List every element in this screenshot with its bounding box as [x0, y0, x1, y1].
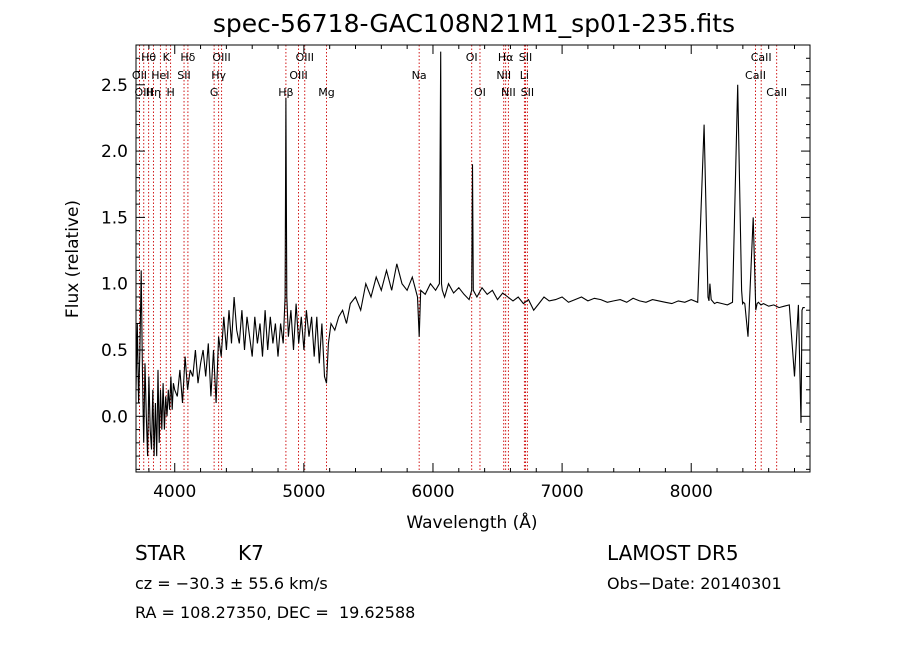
line-label-OIII: OIII — [296, 51, 314, 64]
line-label-SII: SII — [519, 51, 532, 64]
x-tick-label: 4000 — [153, 482, 196, 502]
line-label-Hδ: Hδ — [180, 51, 195, 64]
y-axis: 0.0 0.5 1.0 1.5 2.0 2.5 — [101, 57, 810, 470]
line-label-Hα: Hα — [498, 51, 514, 64]
line-label-CaII: CaII — [766, 86, 787, 99]
line-label-NII: NII — [501, 86, 516, 99]
line-label-G: G — [210, 86, 219, 99]
x-tick-label: 7000 — [540, 482, 583, 502]
subclass: K7 — [238, 541, 264, 565]
y-tick-label: 2.0 — [101, 142, 128, 162]
line-label-K: K — [163, 51, 171, 64]
x-axis-label: Wavelength (Å) — [406, 511, 537, 533]
line-label-OIII: OIII — [289, 69, 307, 82]
redshift-velocity: cz = −30.3 ± 55.6 km/s — [135, 574, 328, 593]
x-tick-label: 8000 — [670, 482, 713, 502]
line-label-NII: NII — [496, 69, 511, 82]
line-label-OIII: OIII — [135, 86, 153, 99]
line-label-Hβ: Hβ — [278, 86, 293, 99]
line-label-OI: OI — [474, 86, 486, 99]
line-label-Hθ: Hθ — [141, 51, 156, 64]
observation-date: Obs−Date: 20140301 — [607, 574, 782, 593]
x-axis: 4000 5000 6000 7000 8000 — [148, 45, 796, 502]
line-label-CaII: CaII — [745, 69, 766, 82]
line-label-CaII: CaII — [751, 51, 772, 64]
line-label-Hγ: Hγ — [211, 69, 226, 82]
line-label-OI: OI — [466, 51, 478, 64]
chart-title: spec-56718-GAC108N21M1_sp01-235.fits — [213, 9, 735, 38]
line-markers — [139, 45, 778, 472]
line-label-SII: SII — [521, 86, 534, 99]
spectrum-line — [135, 51, 805, 457]
line-label-Na: Na — [412, 69, 427, 82]
line-label-Mg: Mg — [318, 86, 334, 99]
object-type: STAR — [135, 541, 186, 565]
survey-name: LAMOST DR5 — [607, 541, 739, 565]
coordinates: RA = 108.27350, DEC = 19.62588 — [135, 603, 416, 622]
y-tick-label: 1.5 — [101, 208, 128, 228]
y-tick-label: 2.5 — [101, 76, 128, 96]
line-label-Hη: Hη — [146, 86, 161, 99]
line-label-HeI: HeI — [151, 69, 169, 82]
y-tick-label: 0.5 — [101, 341, 128, 361]
plot-frame — [135, 44, 811, 473]
line-label-H: H — [166, 86, 174, 99]
x-tick-label: 5000 — [282, 482, 325, 502]
line-label-OII: OII — [132, 69, 147, 82]
x-tick-label: 6000 — [411, 482, 454, 502]
y-axis-label: Flux (relative) — [63, 200, 83, 318]
y-tick-label: 1.0 — [101, 275, 128, 295]
line-label-Li: Li — [520, 69, 529, 82]
y-tick-label: 0.0 — [101, 407, 128, 427]
line-label-SII: SII — [177, 69, 190, 82]
line-label-OIII: OIII — [212, 51, 230, 64]
